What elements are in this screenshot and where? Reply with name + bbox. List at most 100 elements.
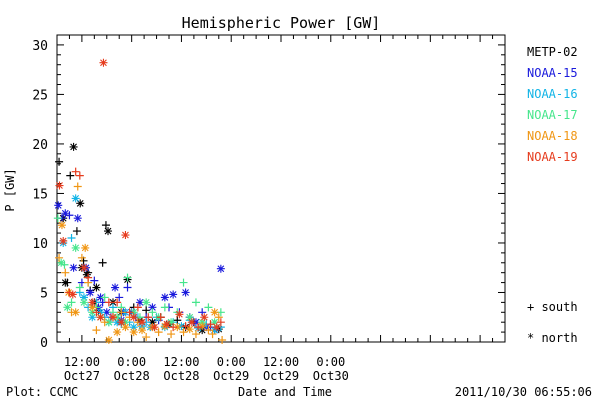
north-marker [117, 318, 126, 327]
north-marker [111, 283, 120, 292]
north-marker [96, 313, 105, 322]
south-marker [61, 268, 70, 277]
x-axis: 12:00Oct270:00Oct2812:00Oct280:00Oct2912… [56, 35, 506, 383]
south-marker [98, 258, 107, 267]
x-tick-date-label: Oct29 [213, 369, 249, 383]
plot-credit: Plot: CCMC [6, 385, 78, 399]
north-marker [54, 201, 63, 210]
north-marker [88, 308, 97, 317]
south-marker [117, 308, 126, 317]
south-marker [206, 320, 215, 329]
y-axis-label: P [GW] [3, 168, 17, 211]
south-marker [181, 322, 190, 331]
north-marker [129, 328, 138, 337]
x-tick-time-label: 0:00 [217, 355, 246, 369]
north-marker [142, 298, 151, 307]
south-marker [66, 171, 75, 180]
south-marker [115, 293, 124, 302]
south-marker [67, 298, 76, 307]
south-marker [191, 330, 200, 339]
north-marker [191, 318, 200, 327]
south-marker [90, 276, 99, 285]
north-marker [79, 263, 88, 272]
north-marker [129, 308, 138, 317]
north-marker [79, 293, 88, 302]
x-tick-time-label: 0:00 [316, 355, 345, 369]
north-marker [113, 313, 122, 322]
south-marker [72, 227, 81, 236]
south-marker [73, 182, 82, 191]
marker-key: + south * north [527, 300, 578, 345]
south-marker [125, 308, 134, 317]
north-marker [59, 236, 68, 245]
north-marker [200, 313, 209, 322]
north-marker [109, 298, 117, 307]
south-marker [154, 328, 163, 337]
north-marker [169, 290, 178, 299]
legend-entry: NOAA-19 [527, 150, 578, 164]
x-tick-time-label: 0:00 [117, 355, 146, 369]
north-marker [148, 303, 157, 312]
north-marker [210, 326, 219, 335]
north-marker [175, 310, 184, 319]
north-marker [68, 290, 77, 299]
north-marker [71, 243, 80, 252]
south-marker [148, 308, 157, 317]
north-marker [81, 243, 90, 252]
south-marker [142, 306, 151, 315]
north-marker [61, 209, 70, 218]
south-marker [169, 323, 178, 332]
legend-entry: NOAA-17 [527, 108, 578, 122]
north-marker [121, 308, 130, 317]
north-marker [113, 318, 122, 327]
y-tick-label: 20 [32, 138, 48, 153]
south-marker [84, 273, 93, 282]
north-marker [82, 270, 91, 279]
data-points [53, 58, 227, 345]
y-tick-label: 15 [32, 187, 48, 202]
south-marker [55, 253, 64, 262]
north-marker [69, 142, 78, 151]
north-marker [138, 318, 147, 327]
south-marker [65, 288, 74, 297]
north-marker [185, 313, 194, 322]
south-marker [60, 260, 69, 269]
north-marker [160, 293, 169, 302]
y-tick-label: 30 [32, 39, 48, 54]
north-marker [216, 264, 225, 273]
south-marker [208, 330, 217, 339]
north-marker [99, 58, 108, 67]
north-marker [121, 318, 130, 327]
plot-timestamp: 2011/10/30 06:55:06 [455, 385, 592, 399]
south-marker [173, 316, 182, 325]
y-tick-label: 10 [32, 237, 48, 252]
x-axis-label: Date and Time [238, 385, 332, 399]
south-marker [77, 253, 86, 262]
north-marker [73, 214, 82, 223]
north-marker [88, 303, 97, 312]
plot-frame [56, 34, 506, 343]
south-marker [123, 283, 132, 292]
marker-key-entry: * north [527, 331, 578, 345]
north-marker [162, 320, 171, 329]
north-marker [104, 227, 113, 236]
south-marker [101, 221, 110, 230]
north-marker [129, 323, 138, 332]
north-marker [210, 318, 219, 327]
north-marker [135, 298, 144, 307]
south-marker [179, 328, 188, 337]
series-metp-02 [55, 142, 223, 335]
north-marker [150, 323, 159, 332]
north-marker [71, 194, 80, 203]
south-marker [218, 336, 227, 345]
south-marker [104, 298, 113, 307]
north-marker [129, 313, 138, 322]
north-marker [121, 323, 130, 332]
south-marker [113, 298, 122, 307]
south-marker [142, 333, 151, 342]
north-marker [210, 308, 219, 317]
north-marker [96, 308, 105, 317]
north-marker [57, 258, 66, 267]
north-marker [109, 313, 117, 322]
